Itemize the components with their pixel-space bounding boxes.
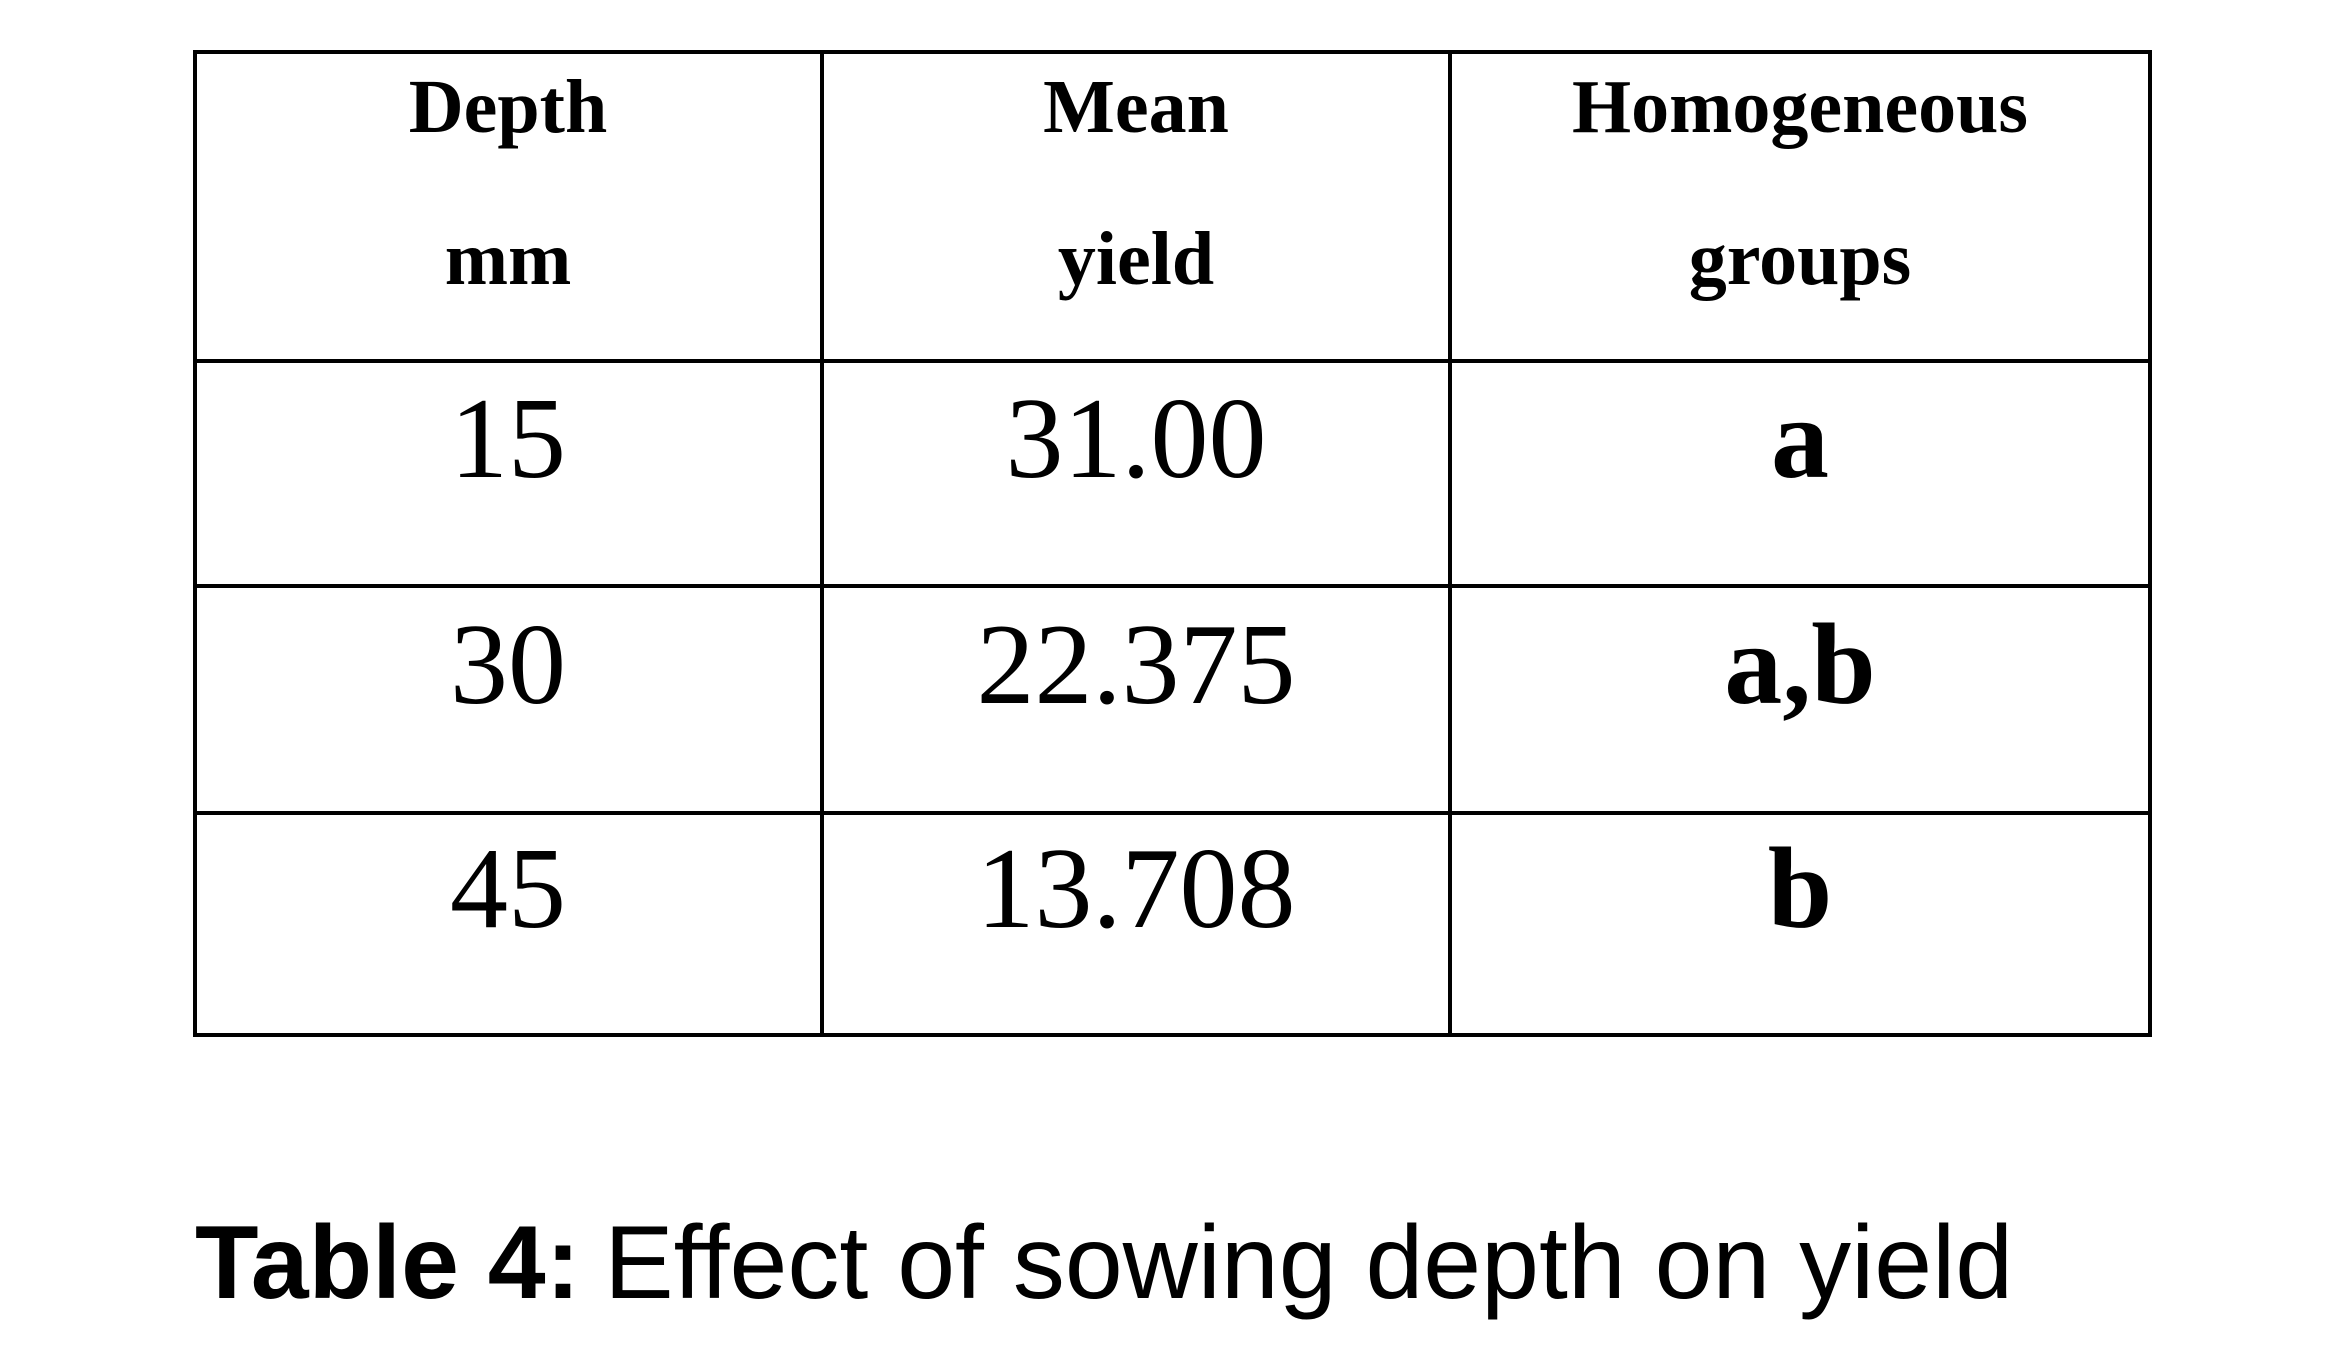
value-cell: 45 — [450, 825, 566, 953]
caption: Table 4: Effect of sowing depth on yield — [195, 1205, 2013, 1321]
group-cell: a,b — [1724, 601, 1876, 729]
value-cell: 15 — [450, 375, 566, 503]
header-cell: Depth — [409, 65, 607, 149]
table-border — [193, 50, 2152, 1037]
value-cell: 31.00 — [1006, 375, 1267, 503]
caption-label: Table 4: — [195, 1205, 580, 1321]
header-cell: Mean — [1043, 65, 1229, 149]
header-cell: mm — [445, 217, 572, 301]
value-cell: 30 — [450, 601, 566, 729]
group-cell: a — [1771, 375, 1829, 503]
header-cell: groups — [1689, 217, 1911, 301]
header-cell: yield — [1058, 217, 1214, 301]
group-cell: b — [1768, 825, 1833, 953]
value-cell: 22.375 — [977, 601, 1296, 729]
caption-text: Effect of sowing depth on yield — [604, 1205, 2013, 1321]
header-cell: Homogeneous — [1572, 65, 2028, 149]
value-cell: 13.708 — [977, 825, 1296, 953]
table-grid — [193, 50, 2152, 1037]
